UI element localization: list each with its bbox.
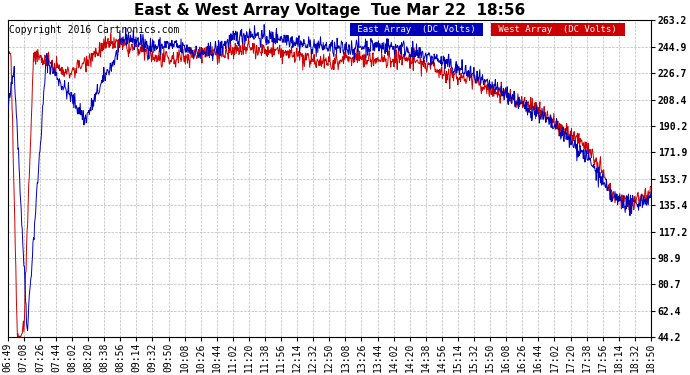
Text: East Array  (DC Volts): East Array (DC Volts) (352, 25, 481, 34)
Title: East & West Array Voltage  Tue Mar 22  18:56: East & West Array Voltage Tue Mar 22 18:… (134, 3, 525, 18)
Text: West Array  (DC Volts): West Array (DC Volts) (493, 25, 622, 34)
Text: Copyright 2016 Cartronics.com: Copyright 2016 Cartronics.com (9, 25, 179, 35)
